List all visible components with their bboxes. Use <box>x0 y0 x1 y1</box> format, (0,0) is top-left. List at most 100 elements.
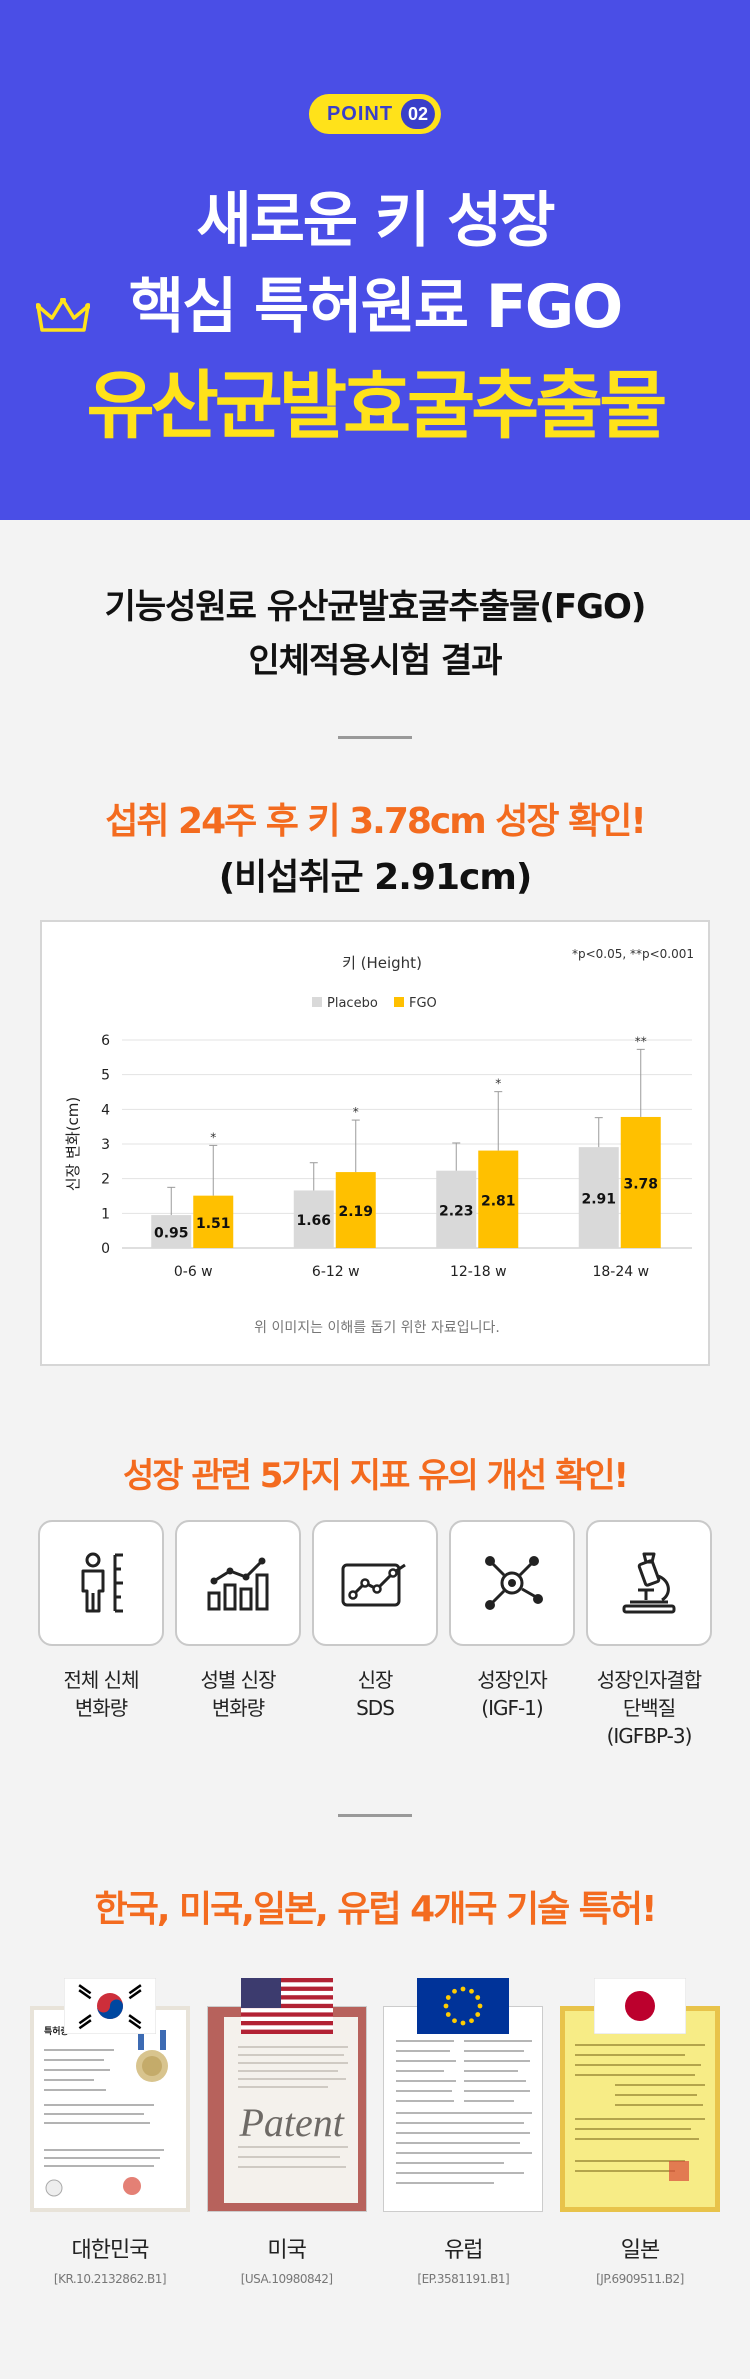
eu-flag-icon <box>417 1978 510 2034</box>
bar-fgo <box>335 1172 376 1248</box>
patent-country: 미국 <box>267 2238 306 2263</box>
y-tick-label: 0 <box>101 1241 110 1257</box>
result-placebo: (비섭취군 2.91cm) <box>218 857 533 898</box>
intro-title-line-1: 기능성원료 유산균발효굴추출물(FGO) <box>104 587 647 627</box>
bar-placebo <box>436 1170 477 1248</box>
patents-row: 특허증 대한민국 [KR.10.2132862.B1] <box>30 1978 720 2286</box>
hero-banner: POINT 02 새로운 키 성장 핵심 특허원료 FGO 유산균발효굴추출물 <box>0 0 750 520</box>
indicator-box <box>586 1520 712 1646</box>
bar-fgo <box>193 1195 234 1248</box>
x-tick-label: 18-24 w <box>592 1264 649 1280</box>
patent-doc-word: Patent <box>239 2100 344 2145</box>
y-tick-label: 2 <box>101 1172 110 1188</box>
bar-placebo <box>293 1190 334 1248</box>
indicator-item: 성별 신장 변화량 <box>175 1520 301 1750</box>
indicator-item: 전체 신체 변화량 <box>38 1520 164 1750</box>
eu-star <box>446 2012 451 2017</box>
indicator-label: 성장인자 (IGF-1) <box>477 1668 548 1720</box>
bar-growth-icon <box>207 1557 269 1611</box>
significance-mark: * <box>353 1105 359 1119</box>
indicator-box <box>38 1520 164 1646</box>
patent-code: [USA.10980842] <box>240 2272 333 2286</box>
data-label: 3.78 <box>623 1176 658 1192</box>
patent-paper <box>223 2017 358 2203</box>
x-tick-label: 12-18 w <box>450 1264 507 1280</box>
indicator-box <box>175 1520 301 1646</box>
eu-star <box>469 2018 475 2024</box>
point-badge-number: 02 <box>401 99 436 129</box>
document-lines <box>44 2030 168 2197</box>
microscope-icon <box>622 1552 676 1614</box>
chart-note: *p<0.05, **p<0.001 <box>572 947 694 961</box>
patent-item: 特 許 証 일본 [JP.6909511.B2] <box>559 1978 720 2286</box>
y-tick-label: 4 <box>101 1102 110 1118</box>
patent-document: Patent <box>206 2006 367 2212</box>
indicator-label: 신장 SDS <box>356 1668 395 1720</box>
data-label: 1.51 <box>196 1216 231 1232</box>
document-lines <box>574 2044 705 2181</box>
patent-code: [JP.6909511.B2] <box>596 2272 684 2286</box>
indicators-title: 성장 관련 5가지 지표 유의 개선 확인! <box>122 1456 629 1496</box>
data-label: 2.91 <box>581 1192 616 1208</box>
eu-star <box>460 2020 466 2026</box>
significance-mark: ** <box>635 1034 647 1048</box>
significance-mark: * <box>495 1077 501 1091</box>
point-badge: POINT 02 <box>308 94 442 134</box>
data-label: 0.95 <box>154 1226 189 1242</box>
legend-label: Placebo <box>327 996 378 1011</box>
eu-star <box>475 2012 481 2017</box>
hero-line-2: 핵심 특허원료 FGO <box>128 272 623 342</box>
body-measure-icon <box>81 1552 123 1613</box>
crown-icon <box>36 298 90 332</box>
patent-country: 일본 <box>620 2238 660 2263</box>
eu-star <box>452 1988 458 1994</box>
x-tick-label: 0-6 w <box>174 1264 213 1280</box>
line-chart-icon <box>341 1563 406 1607</box>
indicator-item: 신장 SDS <box>312 1520 438 1750</box>
indicator-box <box>312 1520 438 1646</box>
data-label: 2.81 <box>481 1193 516 1209</box>
legend-label: FGO <box>409 996 437 1011</box>
patent-code: [EP.3581191.B1] <box>417 2272 510 2286</box>
eu-star <box>443 2003 449 2009</box>
document-lines <box>396 2040 533 2184</box>
y-tick-label: 6 <box>101 1033 110 1049</box>
y-axis-label: 신장 변화(cm) <box>64 1097 82 1192</box>
legend-swatch <box>394 997 404 1007</box>
data-label: 1.66 <box>296 1213 331 1229</box>
data-label: 2.19 <box>338 1204 373 1220</box>
divider <box>338 736 412 739</box>
y-tick-label: 3 <box>101 1137 110 1153</box>
patent-item: Patent 미국 [USA.10980842] <box>206 1978 367 2286</box>
chart-card: 키 (Height) *p<0.05, **p<0.001 Placebo FGO 0 1… <box>40 920 710 1366</box>
document-lines <box>237 2046 348 2168</box>
result-highlight: 섭취 24주 후 키 3.78cm 성장 확인! <box>105 801 646 842</box>
indicator-box <box>449 1520 575 1646</box>
hero-line-3: 유산균발효굴추출물 <box>86 363 668 449</box>
eu-star <box>469 1988 475 1994</box>
japan-flag-icon <box>593 1978 686 2034</box>
significance-mark: * <box>210 1130 216 1144</box>
indicator-label: 성별 신장 변화량 <box>200 1668 277 1720</box>
x-tick-label: 6-12 w <box>312 1264 360 1280</box>
chart-caption: 위 이미지는 이해를 돕기 위한 자료입니다. <box>254 1320 500 1336</box>
patent-item: 특허증 대한민국 [KR.10.2132862.B1] <box>30 1978 190 2286</box>
hero-line-1: 새로운 키 성장 <box>196 186 556 256</box>
intro-title-line-2: 인체적용시험 결과 <box>248 641 502 681</box>
patent-country: 유럽 <box>444 2238 483 2263</box>
bar-placebo <box>151 1215 192 1248</box>
patent-item: 유럽 [EP.3581191.B1] <box>383 1978 544 2286</box>
patent-document: 특허증 <box>30 2006 190 2212</box>
patent-document: 特 許 証 <box>559 2006 720 2212</box>
intro-title: 기능성원료 유산균발효굴추출물(FGO) 인체적용시험 결과 <box>0 580 750 688</box>
patent-code: [KR.10.2132862.B1] <box>53 2272 167 2286</box>
indicator-label: 전체 신체 변화량 <box>63 1668 140 1720</box>
data-label: 2.23 <box>439 1203 474 1219</box>
y-tick-label: 5 <box>101 1068 110 1084</box>
bar-fgo <box>620 1116 661 1248</box>
patent-document <box>383 2006 544 2212</box>
eu-star <box>475 1995 481 2000</box>
korea-flag-icon <box>64 1978 156 2034</box>
indicators-row: 전체 신체 변화량 성별 신장 변화량 <box>38 1520 712 1750</box>
indicator-item: 성장인자결합 단백질 (IGFBP-3) <box>586 1520 712 1750</box>
